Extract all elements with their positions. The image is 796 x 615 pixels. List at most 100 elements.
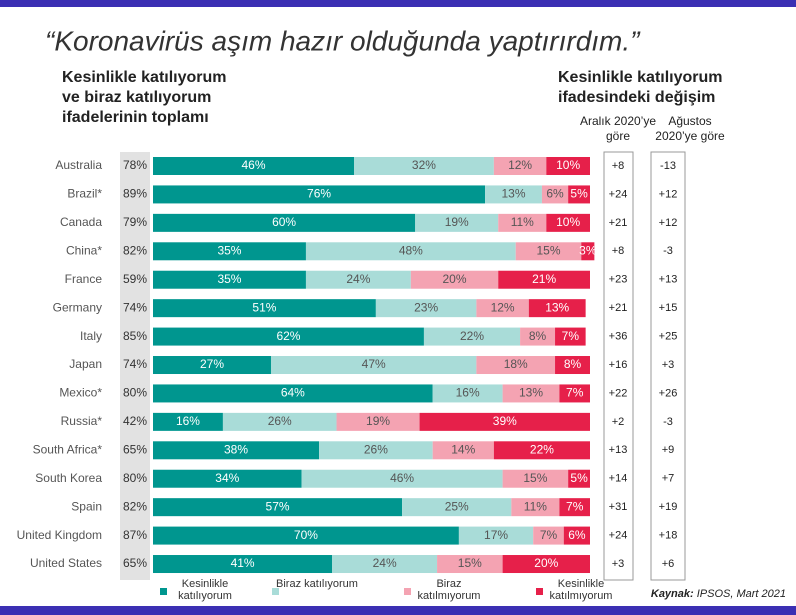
- category-label: United Kingdom: [17, 528, 102, 542]
- category-label: Australia: [55, 158, 102, 172]
- value-label: 10%: [556, 215, 580, 229]
- column-header: göre: [606, 129, 630, 143]
- change-label: +3: [662, 359, 675, 371]
- total-label: 80%: [123, 386, 147, 400]
- change-column-box: [603, 151, 634, 581]
- value-label: 20%: [443, 272, 467, 286]
- bar-segment: [493, 441, 590, 460]
- category-label: Mexico*: [59, 386, 102, 400]
- bar-segment: [354, 157, 494, 175]
- total-label: 65%: [123, 442, 147, 456]
- bar-segment: [541, 185, 569, 204]
- bar-segment: [458, 526, 534, 545]
- bar-segment: [555, 327, 586, 346]
- bar-segment: [153, 299, 376, 318]
- bar-segment: [423, 327, 521, 346]
- bar-segment: [402, 498, 512, 517]
- value-label: 27%: [200, 357, 224, 371]
- totals-column: [120, 152, 150, 580]
- value-label: 12%: [508, 158, 532, 172]
- change-label: +24: [609, 529, 628, 541]
- total-label: 42%: [123, 414, 147, 428]
- bar-segment: [153, 384, 433, 403]
- left-header: ve biraz katılıyorum: [62, 89, 211, 106]
- value-label: 64%: [281, 386, 305, 400]
- category-label: Russia*: [61, 414, 103, 428]
- total-label: 85%: [123, 329, 147, 343]
- bar-segment: [222, 412, 337, 431]
- total-label: 82%: [123, 243, 147, 257]
- value-label: 22%: [460, 329, 484, 343]
- left-header: ifadelerinin toplamı: [62, 109, 209, 126]
- change-label: +3: [612, 558, 625, 570]
- bar-segment: [511, 498, 560, 517]
- value-label: 76%: [307, 187, 331, 201]
- value-label: 20%: [534, 556, 558, 570]
- total-label: 65%: [123, 556, 147, 570]
- source-prefix: Kaynak:: [650, 588, 694, 600]
- value-label: 25%: [445, 499, 469, 513]
- bar-segment: [270, 356, 477, 375]
- value-label: 48%: [399, 243, 423, 257]
- total-label: 80%: [123, 471, 147, 485]
- value-label: 34%: [215, 471, 239, 485]
- bar-segment: [153, 185, 486, 204]
- change-label: +23: [609, 274, 628, 286]
- value-label: 8%: [529, 329, 547, 343]
- value-label: 13%: [545, 300, 569, 314]
- column-header: Aralık 2020’ye: [580, 114, 656, 128]
- bar-segment: [301, 469, 503, 488]
- bar-segment: [502, 555, 590, 574]
- legend-marker: [160, 588, 167, 595]
- value-label: 5%: [570, 471, 588, 485]
- value-label: 13%: [502, 187, 526, 201]
- change-label: +26: [659, 387, 678, 399]
- value-label: 22%: [530, 442, 554, 456]
- category-label: United States: [30, 556, 102, 570]
- value-label: 26%: [268, 414, 292, 428]
- bar-segment: [153, 327, 424, 346]
- legend-label: Biraz katılmıyorum: [417, 578, 481, 602]
- bar-segment: [153, 157, 355, 175]
- bar-segment: [319, 441, 433, 460]
- value-label: 14%: [451, 442, 475, 456]
- bar-segment: [153, 555, 333, 574]
- total-label: 74%: [123, 357, 147, 371]
- change-label: +8: [612, 160, 625, 172]
- change-label: -3: [663, 416, 673, 428]
- total-label: 78%: [123, 158, 147, 172]
- top-band: [0, 0, 796, 7]
- category-label: France: [65, 272, 103, 286]
- value-label: 16%: [176, 414, 200, 428]
- value-label: 24%: [346, 272, 370, 286]
- bar-segment: [568, 185, 590, 204]
- category-label: Germany: [53, 300, 102, 314]
- bar-segment: [498, 213, 547, 232]
- total-label: 74%: [123, 300, 147, 314]
- total-label: 59%: [123, 272, 147, 286]
- bar-segment: [410, 270, 499, 289]
- change-label: +16: [609, 359, 628, 371]
- bar-segment: [559, 384, 590, 403]
- change-label: +21: [609, 302, 628, 314]
- value-label: 23%: [414, 300, 438, 314]
- source: Kaynak: IPSOS, Mart 2021: [651, 588, 786, 600]
- value-label: 15%: [536, 243, 560, 257]
- value-label: 17%: [484, 528, 508, 542]
- legend-marker: [272, 588, 279, 595]
- legend-label: Kesinlikle katılıyorum: [178, 578, 232, 602]
- category-label: Spain: [71, 499, 102, 513]
- value-label: 47%: [362, 357, 386, 371]
- change-label: +12: [659, 217, 678, 229]
- bar-segment: [415, 213, 499, 232]
- bar-segment: [520, 327, 556, 346]
- value-label: 7%: [540, 528, 558, 542]
- change-label: +21: [609, 217, 628, 229]
- bar-segment: [336, 412, 420, 431]
- source-text: IPSOS, Mart 2021: [696, 588, 786, 600]
- bar-segment: [419, 412, 590, 431]
- change-label: +13: [659, 274, 678, 286]
- change-label: +8: [612, 245, 625, 257]
- bar-segment: [533, 526, 564, 545]
